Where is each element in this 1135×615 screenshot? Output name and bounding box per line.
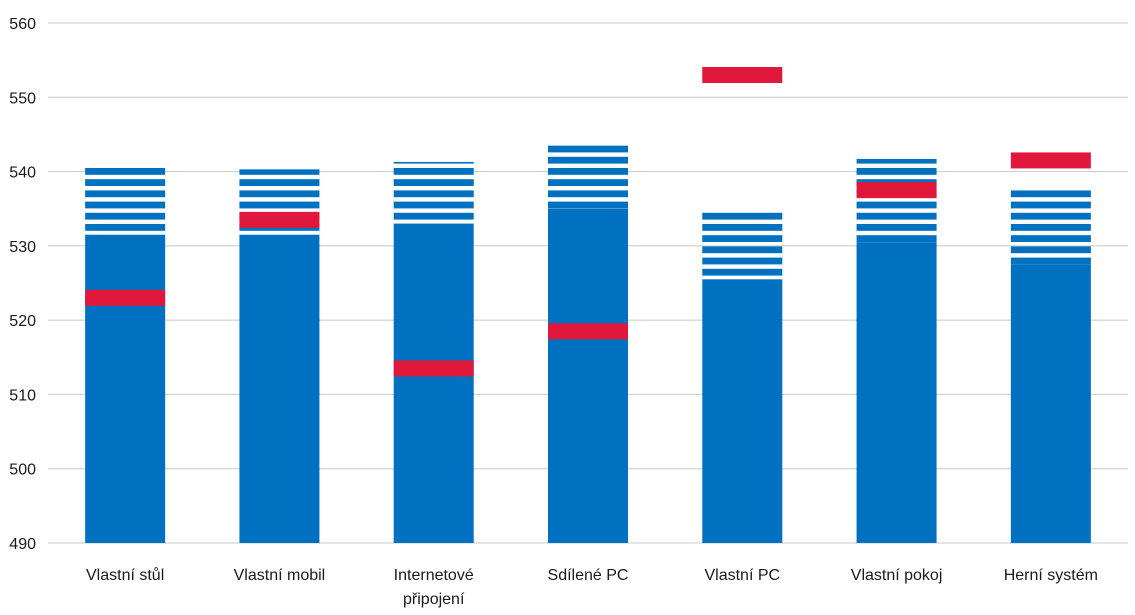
bar-solid [856,242,937,543]
category-label: Vlastní PC [704,567,780,584]
marker [702,67,783,83]
marker [393,360,474,377]
bar-striped [1010,190,1091,265]
category-label: Herní systém [1004,567,1098,584]
category-label: Internetové [394,567,474,584]
y-tick-label: 540 [9,165,36,182]
y-tick-label: 560 [9,16,36,33]
category-label: Vlastní pokoj [851,567,943,584]
marker [548,323,628,340]
category-label: Vlastní stůl [86,566,164,584]
category-label: Vlastní mobil [234,567,326,584]
category-label: Sdílené PC [548,567,629,584]
bar-solid [548,208,628,543]
bar-solid [239,234,320,543]
y-tick-label: 530 [9,239,36,256]
bar-striped [856,158,937,243]
bar-solid [393,223,474,544]
y-tick-label: 550 [9,90,36,107]
bar-solid [702,279,783,543]
y-tick-label: 520 [9,313,36,330]
marker [239,211,320,228]
y-tick-label: 490 [9,536,36,553]
category-label: připojení [403,591,465,608]
bar-striped [393,161,474,224]
bar-solid [85,234,166,543]
y-tick-label: 510 [9,387,36,404]
bar-striped [702,212,783,280]
marker [1010,152,1091,169]
bar-striped [85,167,166,235]
marker [856,182,937,199]
marker [85,289,166,306]
bar-striped [548,145,628,209]
y-tick-label: 500 [9,462,36,479]
bar-solid [1010,264,1091,543]
